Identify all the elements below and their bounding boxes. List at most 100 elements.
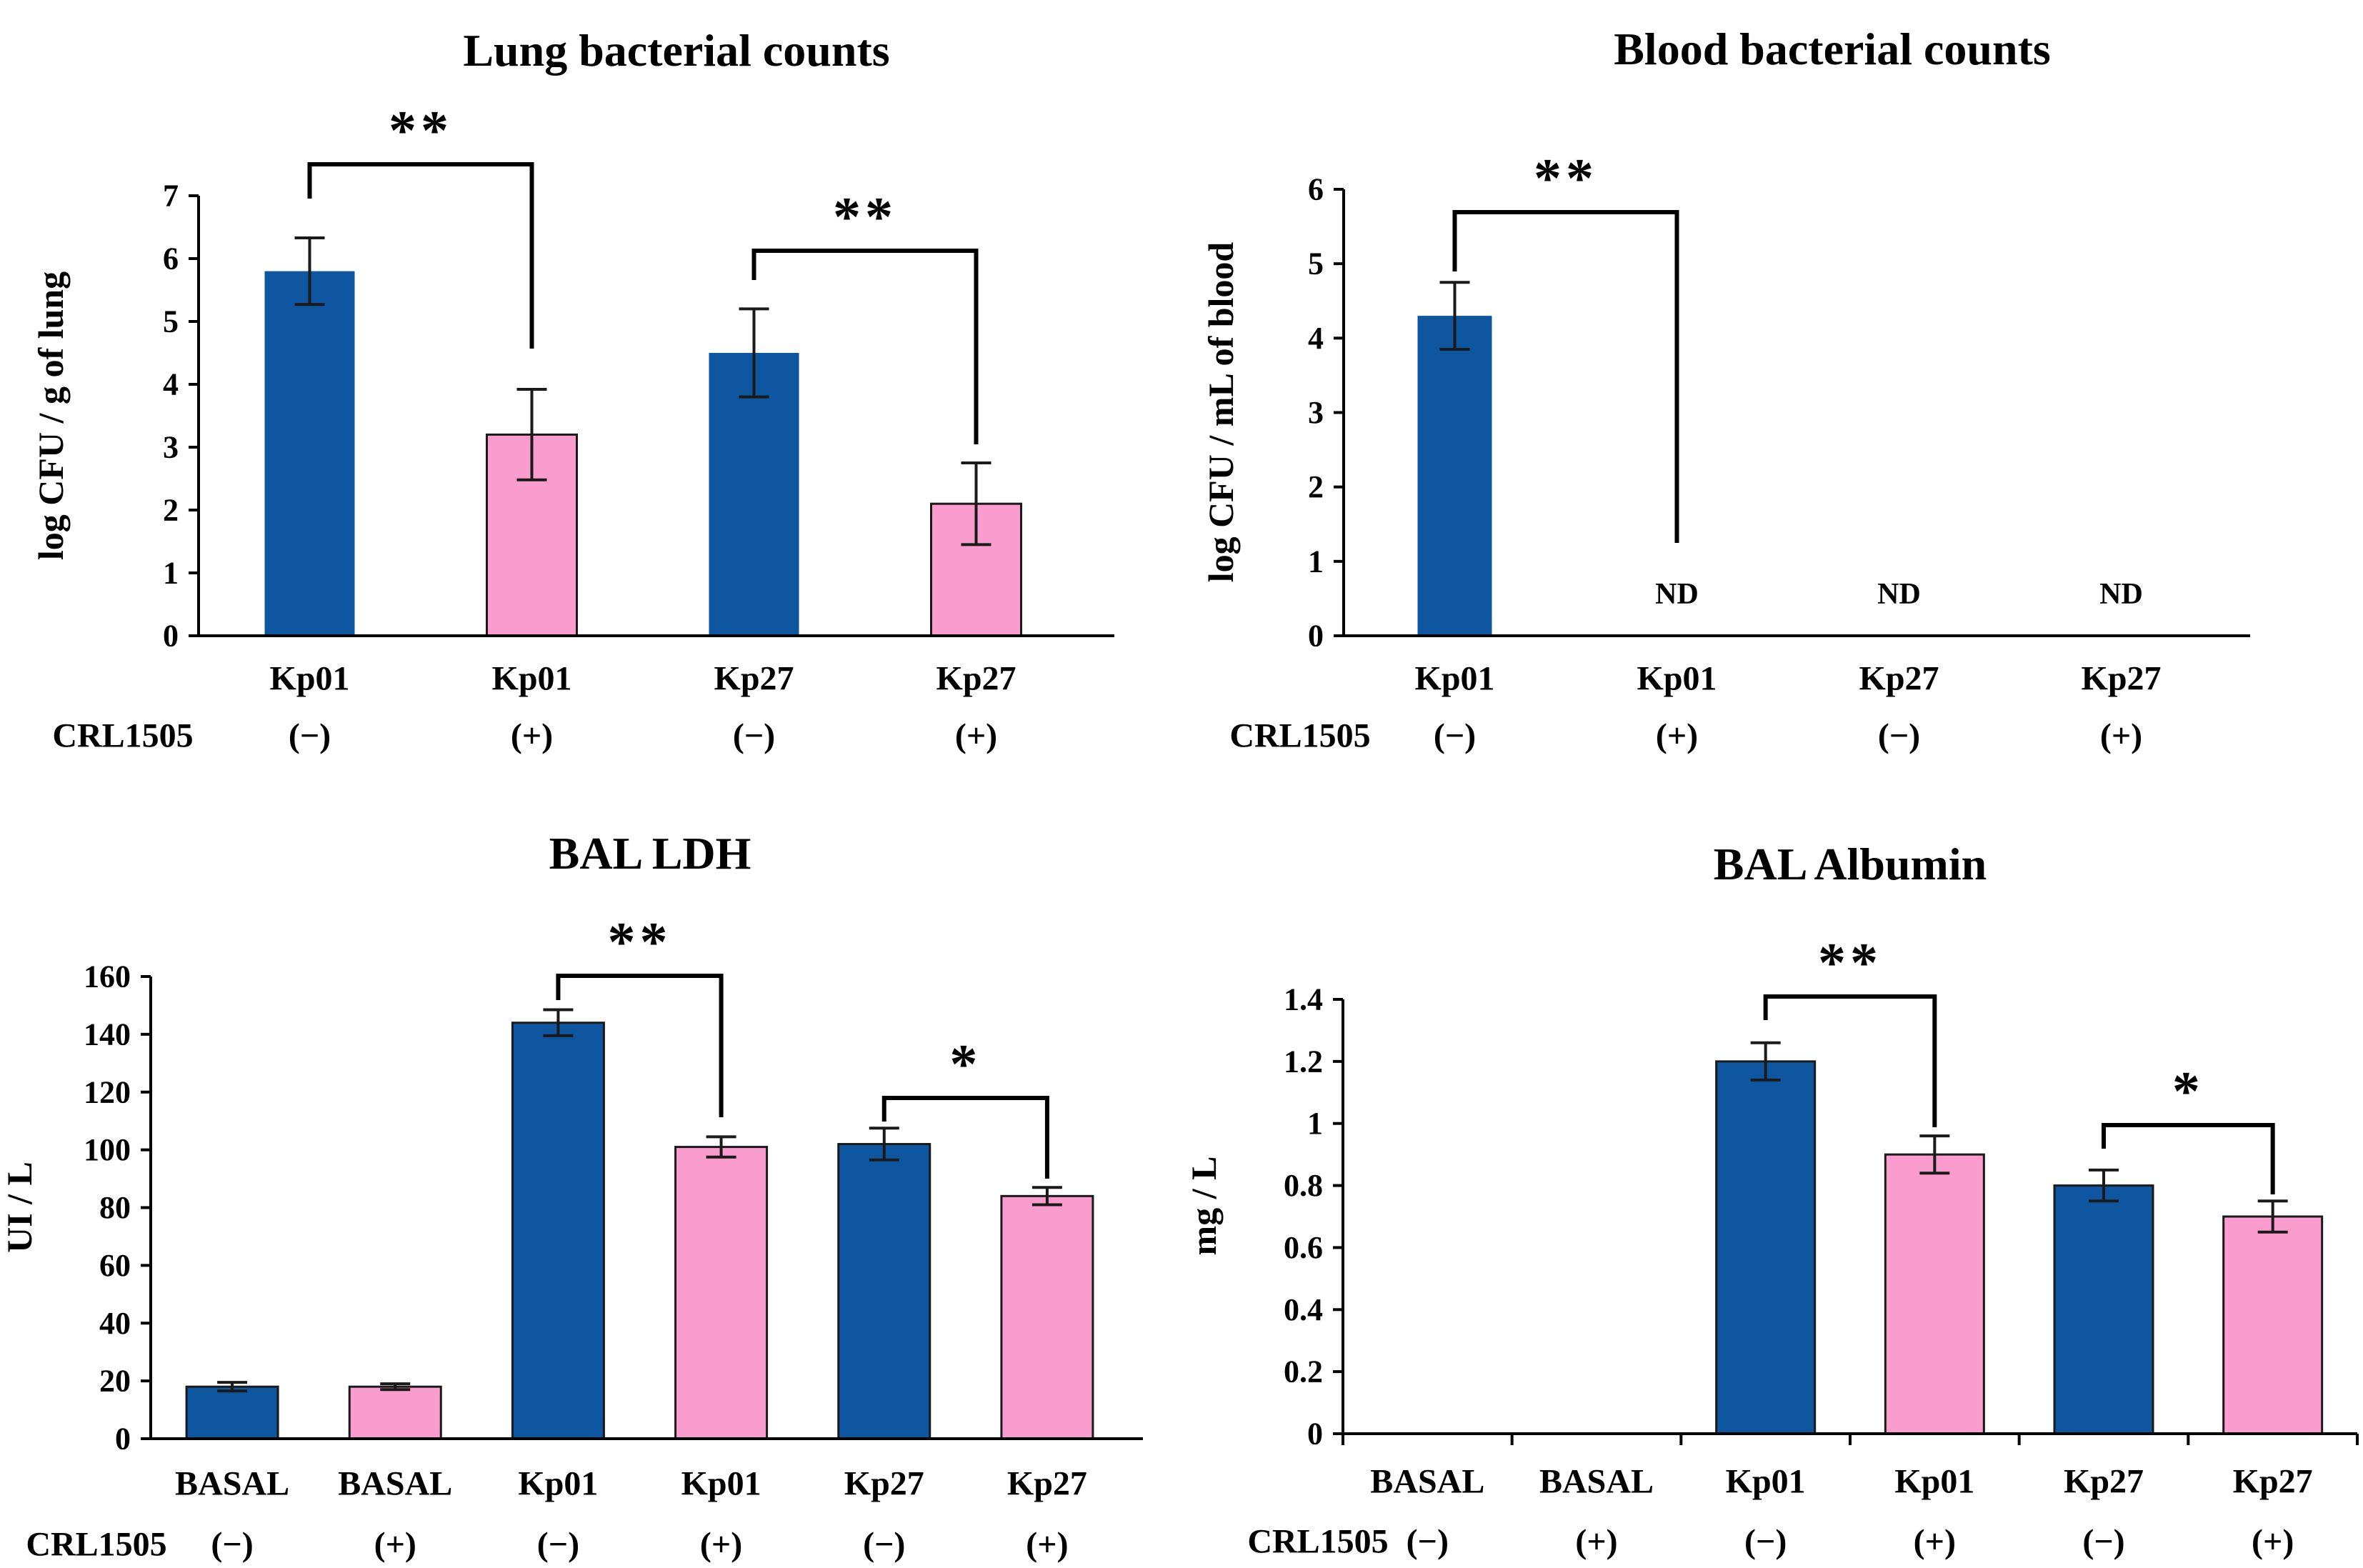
significance-bracket	[307, 162, 534, 349]
bar-kp01-untreated	[264, 271, 355, 636]
significance-bracket	[1763, 994, 1937, 1127]
y-tick-label: 20	[99, 1364, 131, 1399]
y-axis-label: UI / L	[0, 1162, 39, 1253]
bar-kp01-untreated	[511, 1022, 605, 1440]
crl-value-label: (+)	[2252, 1523, 2294, 1561]
y-tick-label: 1	[1307, 1106, 1323, 1141]
x-category-label: BASAL	[338, 1465, 452, 1503]
bar-kp01-untreated	[1715, 1060, 1817, 1435]
y-axis-label: mg / L	[1184, 1157, 1224, 1256]
x-category-label: BASAL	[175, 1465, 289, 1503]
crl-value-label: (−)	[211, 1526, 253, 1564]
bar-basal-treated	[348, 1385, 442, 1440]
x-category-label: Kp27	[2081, 660, 2161, 698]
y-tick-label: 3	[163, 430, 179, 465]
y-tick-label: 5	[1308, 246, 1324, 281]
y-tick-label: 120	[84, 1074, 131, 1109]
x-category-label: Kp01	[491, 660, 571, 698]
crl-value-label: (−)	[1744, 1523, 1787, 1561]
y-tick-label: 1.2	[1284, 1044, 1323, 1079]
crl-value-label: (+)	[374, 1526, 416, 1564]
x-category-label: Kp01	[1894, 1463, 1974, 1501]
crl1505-row-label: CRL1505	[1229, 717, 1370, 755]
bar-kp27-untreated	[2053, 1184, 2154, 1435]
crl-value-label: (−)	[863, 1526, 905, 1564]
significance-stars: **	[1534, 147, 1598, 209]
y-tick-label: 1	[1308, 544, 1324, 579]
y-tick-label: 6	[1308, 172, 1324, 207]
chart-title: BAL Albumin	[1714, 839, 1987, 889]
y-tick-label: 160	[84, 959, 131, 994]
significance-bracket	[2102, 1123, 2275, 1194]
x-category-label: Kp27	[844, 1465, 924, 1503]
x-category-label: Kp01	[269, 660, 349, 698]
y-tick-label: 0.2	[1284, 1354, 1323, 1389]
crl-value-label: (+)	[511, 717, 553, 755]
y-tick-label: 40	[99, 1306, 131, 1341]
chart-title: Lung bacterial counts	[463, 25, 889, 76]
bar-kp27-untreated	[837, 1143, 931, 1440]
significance-bracket	[881, 1096, 1049, 1179]
crl-value-label: (+)	[2100, 717, 2142, 755]
significance-bracket	[751, 249, 979, 444]
crl1505-row-label: CRL1505	[1247, 1523, 1388, 1561]
bar-kp01-untreated	[1417, 316, 1492, 636]
chart-blood-bacterial-counts: Blood bacterial counts log CFU / mL of b…	[1201, 24, 2250, 755]
bar-basal-untreated	[185, 1385, 279, 1440]
bar-kp01-treated	[1884, 1153, 1985, 1435]
crl-value-label: (+)	[700, 1526, 742, 1564]
y-tick-label: 4	[163, 367, 179, 402]
chart-lung-bacterial-counts: Lung bacterial counts log CFU / g of lun…	[31, 25, 1114, 755]
crl1505-row-label: CRL1505	[52, 717, 193, 755]
y-tick-label: 0	[1307, 1417, 1323, 1452]
bar-kp27-untreated	[709, 353, 799, 636]
chart-bal-ldh: BAL LDH UI / L ***020406080100120140160B…	[0, 828, 1143, 1564]
y-tick-label: 1.4	[1284, 982, 1323, 1017]
x-category-label: Kp27	[2064, 1463, 2144, 1501]
y-tick-label: 0	[115, 1422, 131, 1457]
crl-value-label: (+)	[1914, 1523, 1956, 1561]
crl-value-label: (−)	[537, 1526, 579, 1564]
x-category-label: Kp01	[1726, 1463, 1806, 1501]
significance-stars: *	[949, 1033, 981, 1095]
y-tick-label: 80	[99, 1190, 131, 1225]
y-tick-label: 60	[99, 1248, 131, 1283]
significance-bracket	[1452, 210, 1679, 543]
y-tick-label: 0	[1308, 619, 1324, 654]
bar-kp01-treated	[674, 1146, 769, 1440]
crl-value-label: (+)	[1026, 1526, 1068, 1564]
y-tick-label: 2	[163, 493, 179, 528]
chart-bal-albumin: BAL Albumin mg / L ***00.20.40.60.811.21…	[1184, 839, 2359, 1561]
x-category-label: Kp27	[936, 660, 1016, 698]
significance-stars: **	[608, 911, 672, 973]
x-category-label: Kp27	[2233, 1463, 2313, 1501]
crl-value-label: (−)	[2082, 1523, 2124, 1561]
chart-title: BAL LDH	[549, 828, 751, 879]
x-category-label: BASAL	[1539, 1463, 1654, 1501]
y-tick-label: 5	[163, 304, 179, 339]
x-category-label: Kp01	[518, 1465, 598, 1503]
x-category-label: Kp27	[714, 660, 794, 698]
y-tick-label: 0.8	[1284, 1168, 1323, 1203]
x-category-label: Kp27	[1859, 660, 1939, 698]
y-tick-label: 3	[1308, 395, 1324, 430]
y-tick-label: 7	[163, 179, 179, 214]
y-tick-label: 140	[84, 1017, 131, 1052]
x-category-label: Kp01	[681, 1465, 761, 1503]
crl1505-row-label: CRL1505	[26, 1526, 166, 1564]
crl-value-label: (−)	[1878, 717, 1920, 755]
significance-stars: *	[2172, 1060, 2204, 1122]
significance-stars: **	[1818, 932, 1882, 994]
crl-value-label: (+)	[1575, 1523, 1617, 1561]
y-tick-label: 0.4	[1284, 1292, 1323, 1327]
crl-value-label: (−)	[289, 717, 331, 755]
crl-value-label: (−)	[1434, 717, 1476, 755]
y-tick-label: 4	[1308, 321, 1324, 356]
significance-stars: **	[833, 186, 897, 248]
chart-title: Blood bacterial counts	[1614, 24, 2051, 74]
y-tick-label: 100	[84, 1132, 131, 1167]
crl-value-label: (−)	[733, 717, 775, 755]
nd-label: ND	[1655, 578, 1699, 611]
